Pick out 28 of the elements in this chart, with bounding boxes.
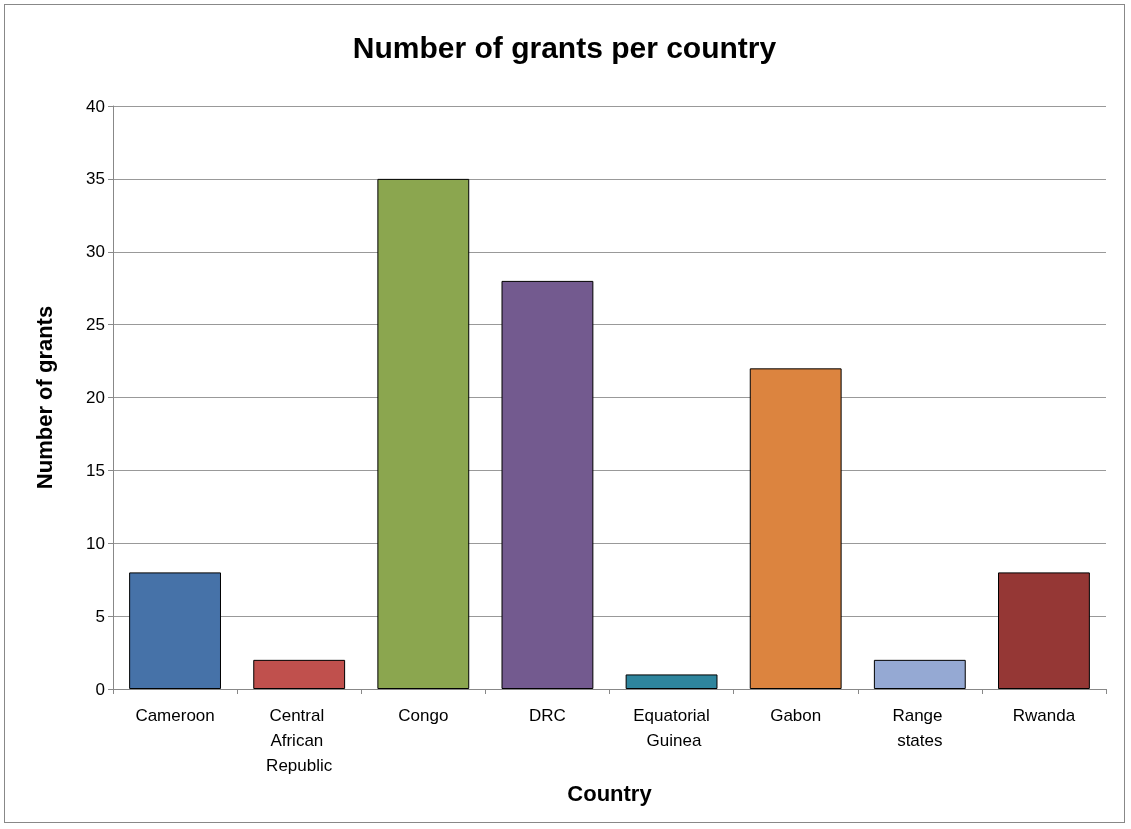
bar	[625, 674, 718, 689]
bar	[873, 659, 966, 689]
x-tick-label: Central African Republic	[266, 706, 333, 775]
y-tick-label: 20	[86, 388, 105, 407]
x-tick-label: Range states	[892, 706, 948, 750]
x-tick-label: Gabon	[770, 706, 822, 725]
y-axis-title: Number of grants	[31, 305, 57, 490]
y-tick-label: 30	[86, 242, 105, 262]
x-tick-label: Congo	[398, 706, 449, 725]
y-tick-label: 35	[86, 169, 105, 189]
bar	[129, 572, 221, 689]
y-tick-label: 5	[95, 606, 105, 626]
y-tick-label: 40	[86, 96, 105, 116]
y-tick-label: 25	[86, 315, 105, 335]
bar	[998, 572, 1090, 689]
bar	[501, 280, 594, 689]
x-tick-label: Cameroon	[135, 706, 215, 725]
chart-title: Number of grants per country	[352, 30, 777, 64]
x-tick-label: Rwanda	[1012, 706, 1076, 725]
x-axis-title: Country	[567, 781, 653, 807]
x-tick-label: DRC	[529, 706, 566, 725]
x-tick-label: Equatorial Guinea	[633, 706, 710, 750]
bar	[749, 368, 842, 689]
y-tick-label: 15	[86, 460, 105, 480]
bar	[377, 178, 470, 689]
y-tick-label: 0	[95, 679, 105, 699]
y-tick-label: 10	[86, 533, 105, 553]
bar	[253, 659, 346, 689]
